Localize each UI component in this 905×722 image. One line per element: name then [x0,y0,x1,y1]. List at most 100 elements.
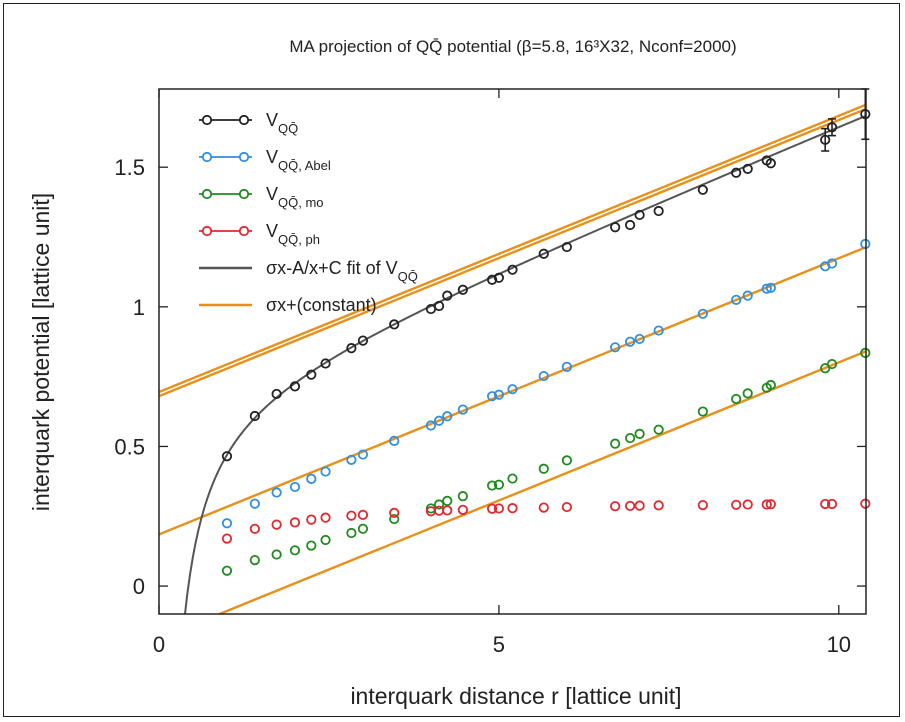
legend-marker [201,188,213,200]
data-point [306,514,317,525]
chart: MA projection of QQ̄ potential (β=5.8, 1… [28,37,871,709]
data-point [289,517,301,528]
data-point [826,122,838,133]
data-point [625,219,636,231]
data-point [697,308,708,319]
data-point [306,369,317,380]
legend-label: VQQ̄, ph [266,221,320,247]
legend-marker [201,225,213,237]
data-point [634,209,645,221]
legend-marker [201,114,213,126]
data-point [289,481,301,493]
data-point [457,404,468,415]
data-point [346,343,357,354]
data-point [561,501,572,513]
data-point [826,258,838,269]
data-point [610,222,621,233]
data-point [826,358,838,370]
data-point [221,565,233,576]
data-point [249,410,260,422]
data-point [487,391,498,402]
data-point [433,505,445,516]
x-axis-label: interquark distance r [lattice unit] [350,683,681,709]
data-point [731,499,742,510]
legend-entry-1: VQQ̄, Abel [199,147,331,173]
data-point [289,545,301,556]
legend-entry-4: σx-A/x+C fit of VQQ̄ [199,258,418,284]
data-point [389,513,400,525]
data-point [249,498,260,509]
figure-frame: MA projection of QQ̄ potential (β=5.8, 1… [3,3,900,717]
legend-marker [238,151,250,163]
data-point [610,501,621,512]
data-point [487,480,498,491]
data-point [442,505,453,516]
y-tick-label: 1 [133,295,145,320]
legend: VQQ̄ VQQ̄, Abel VQQ̄, mo VQQ̄, ph σx-A/x+C f… [199,110,418,315]
y-tick-label: 0 [133,574,145,599]
data-point [433,415,445,426]
data-point [221,518,233,529]
data-point [389,319,400,330]
data-point [346,510,357,521]
data-point [731,294,742,305]
data-point [731,393,742,405]
data-points [221,88,871,576]
data-point [507,384,518,395]
data-point [538,502,549,513]
data-point [820,498,831,510]
sigma-constant-line-2 [159,246,866,536]
data-point [221,533,233,544]
data-point [457,284,468,295]
data-point [697,184,708,195]
data-point [389,507,400,519]
data-point [249,555,260,566]
data-point [433,499,445,510]
sigma-constant-line-1 [159,103,866,394]
data-point [538,248,549,259]
data-point [433,300,445,312]
data-point [271,388,282,400]
data-point [561,361,572,372]
data-point [742,290,753,301]
data-point [487,274,498,285]
data-point [346,527,357,539]
data-point [538,463,549,474]
data-point [742,163,753,174]
data-point [493,479,505,490]
data-point [457,504,468,515]
series-1 [221,238,871,529]
data-point [493,503,505,514]
data-point [634,428,645,439]
data-point [625,432,636,444]
data-point [289,381,301,392]
data-point [425,420,437,431]
data-point [357,523,369,534]
data-point [697,406,708,417]
data-point [320,466,331,477]
data-point [742,499,753,510]
data-point [761,499,772,510]
data-point [457,491,468,502]
data-point [634,500,645,511]
sigma-constant-line-3 [216,350,866,614]
data-point [346,454,357,465]
data-point [320,534,331,546]
data-point [357,449,369,460]
y-tick-label: 0.5 [114,434,145,459]
data-point [561,241,572,253]
data-point [221,451,233,462]
data-point [765,499,776,510]
data-point [271,519,282,530]
data-point [697,499,708,511]
data-point [765,282,776,293]
data-point [442,411,453,422]
data-point [820,134,831,145]
sigma-constant-line-0 [159,107,866,398]
x-tick-label: 10 [827,632,851,657]
data-point [493,389,505,400]
data-point [271,549,282,560]
data-point [653,205,664,217]
data-point [442,495,453,507]
data-point [653,424,664,435]
